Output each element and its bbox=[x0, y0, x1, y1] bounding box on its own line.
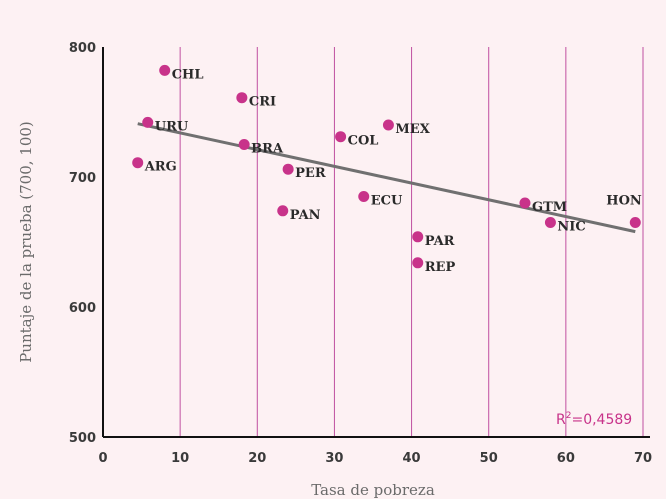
point-col bbox=[335, 131, 347, 143]
axes bbox=[102, 47, 650, 438]
point-label-mex: MEX bbox=[395, 122, 430, 137]
x-tick-label: 70 bbox=[634, 451, 652, 466]
point-cri bbox=[236, 92, 248, 104]
point-chl bbox=[159, 64, 171, 76]
x-tick-label: 0 bbox=[98, 451, 107, 466]
x-tick-label: 40 bbox=[403, 451, 421, 466]
point-label-ecu: ECU bbox=[371, 194, 403, 209]
point-label-hon: HON bbox=[606, 194, 642, 209]
x-tick-label: 50 bbox=[480, 451, 498, 466]
data-points: CHL CRI URU MEX COL BRA ARG PER ECU GTM PAN HON NIC P… bbox=[132, 64, 642, 275]
point-hon bbox=[629, 217, 641, 228]
r-squared-annotation: R2=0,4589 bbox=[556, 411, 632, 428]
point-per bbox=[282, 163, 294, 175]
y-tick-label: 800 bbox=[69, 41, 96, 56]
point-bra bbox=[238, 139, 250, 150]
y-tick-labels: 500 600 700 800 bbox=[69, 41, 96, 446]
x-tick-label: 60 bbox=[557, 451, 575, 466]
x-tick-label: 30 bbox=[325, 451, 343, 466]
point-mex bbox=[382, 119, 394, 131]
y-axis-title: Puntaje de la prueba (700, 100) bbox=[17, 121, 35, 363]
point-label-nic: NIC bbox=[557, 220, 585, 235]
y-tick-label: 700 bbox=[69, 171, 96, 186]
point-label-pan: PAN bbox=[290, 208, 321, 223]
x-tick-label: 10 bbox=[171, 451, 189, 466]
trendline bbox=[137, 122, 636, 234]
point-pan bbox=[277, 205, 289, 217]
x-tick-label: 20 bbox=[248, 451, 266, 466]
point-label-uru: URU bbox=[155, 119, 189, 134]
point-label-per: PER bbox=[295, 166, 326, 181]
point-label-arg: ARG bbox=[144, 160, 177, 175]
point-gtm bbox=[519, 197, 531, 209]
point-label-cri: CRI bbox=[249, 95, 276, 110]
point-par bbox=[412, 231, 424, 243]
point-uru bbox=[142, 116, 154, 128]
point-nic bbox=[544, 217, 556, 228]
y-tick-label: 600 bbox=[69, 301, 96, 316]
point-label-gtm: GTM bbox=[532, 200, 567, 215]
grid bbox=[179, 47, 644, 437]
point-arg bbox=[132, 157, 144, 169]
y-tick-label: 500 bbox=[69, 431, 96, 446]
point-label-par: PAR bbox=[425, 234, 455, 249]
point-label-col: COL bbox=[348, 134, 379, 149]
x-tick-labels: 0 10 20 30 40 50 60 70 bbox=[98, 451, 652, 466]
point-label-chl: CHL bbox=[172, 67, 204, 82]
x-axis-title: Tasa de pobreza bbox=[311, 481, 435, 499]
point-label-rep: REP bbox=[425, 260, 456, 275]
point-rep bbox=[412, 257, 424, 269]
point-ecu bbox=[358, 191, 370, 202]
point-label-bra: BRA bbox=[251, 142, 284, 157]
